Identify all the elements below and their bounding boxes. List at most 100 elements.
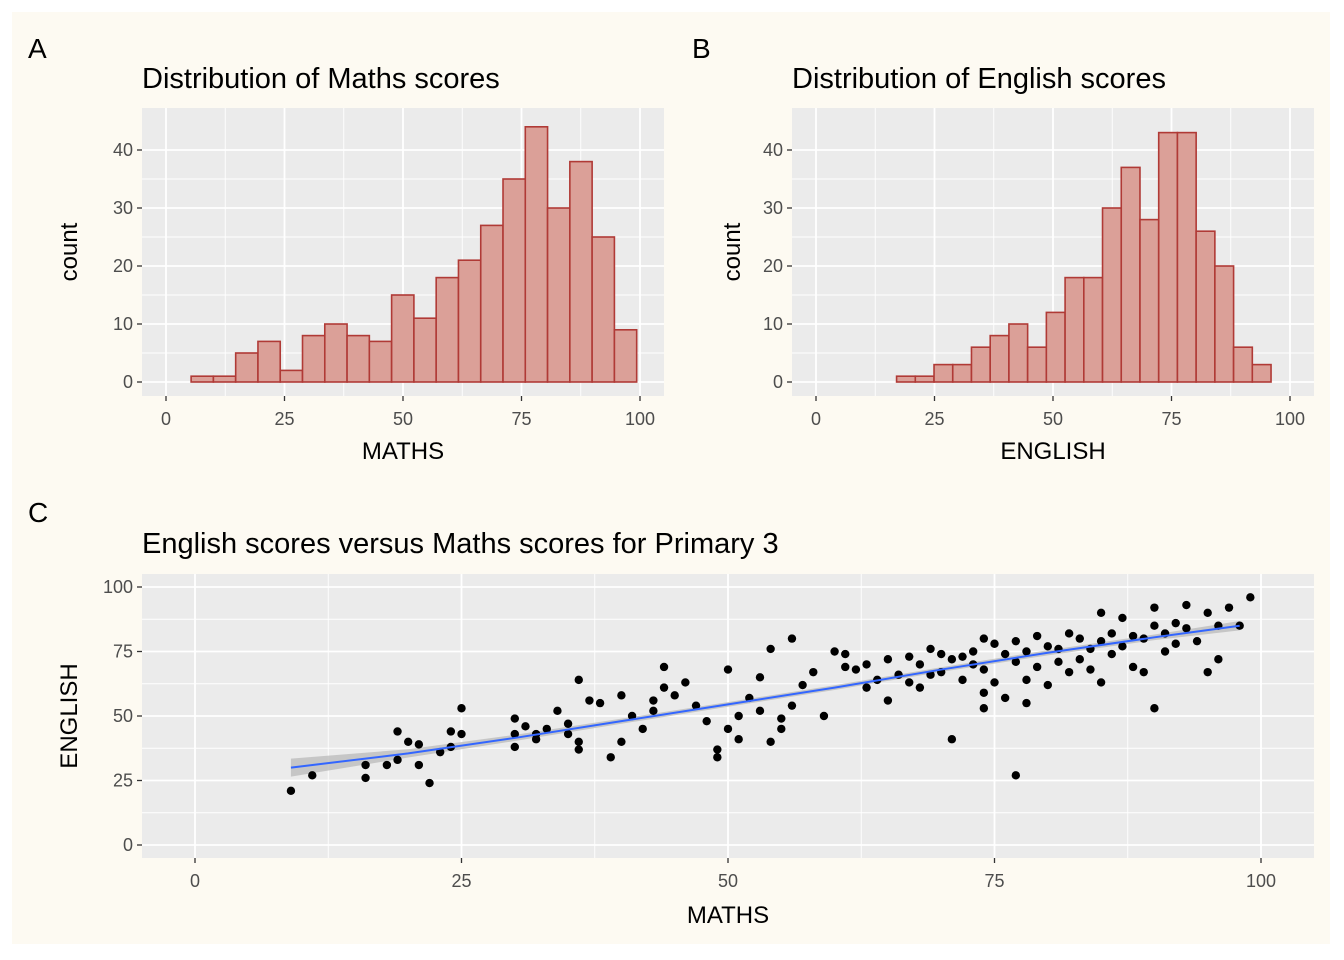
scatter-point xyxy=(809,667,818,677)
panel-c-y-axis-title: ENGLISH xyxy=(56,663,83,768)
scatter-point xyxy=(425,778,434,788)
scatter-point xyxy=(713,745,722,754)
scatter-point xyxy=(1128,631,1138,641)
x-tick-label: 50 xyxy=(718,871,738,891)
scatter-point xyxy=(1086,665,1095,674)
histogram-bar xyxy=(1157,131,1179,383)
scatter-point xyxy=(521,722,530,731)
panel-c-smooth-line xyxy=(290,624,1240,769)
scatter-point xyxy=(1054,657,1063,667)
scatter-point xyxy=(1150,603,1159,612)
scatter-point xyxy=(1075,634,1084,643)
scatter-point xyxy=(1160,647,1170,656)
histogram-bar xyxy=(914,375,935,383)
scatter-point xyxy=(1107,649,1116,659)
histogram-bar xyxy=(895,375,917,383)
scatter-point xyxy=(1032,662,1042,672)
scatter-point xyxy=(915,660,925,669)
scatter-point xyxy=(638,724,647,734)
y-tick-label: 10 xyxy=(763,314,783,334)
scatter-point xyxy=(393,755,402,765)
scatter-point xyxy=(862,683,871,692)
scatter-point xyxy=(286,786,296,796)
panel-c-points xyxy=(286,593,1255,796)
scatter-point xyxy=(1075,655,1084,664)
scatter-point xyxy=(713,753,722,762)
histogram-bar xyxy=(970,346,991,383)
scatter-point xyxy=(777,724,786,734)
histogram-bar xyxy=(569,160,593,383)
panel-a-title: Distribution of Maths scores xyxy=(142,63,500,95)
x-tick-label: 75 xyxy=(984,871,1004,891)
x-tick-label: 25 xyxy=(451,871,471,891)
y-tick-label: 10 xyxy=(113,314,133,334)
scatter-point xyxy=(510,742,519,752)
panel-b-x-ticks: 0 25 50 75 100 xyxy=(811,396,1305,429)
histogram-bar xyxy=(346,334,371,383)
scatter-point xyxy=(308,771,317,780)
scatter-point xyxy=(1107,629,1116,638)
panel-b-english-histogram: B Distribution of English scores 0 25 50 75… xyxy=(692,33,1314,465)
histogram-bar xyxy=(613,328,638,383)
scatter-point xyxy=(446,727,456,736)
panel-a-tag: A xyxy=(28,33,47,64)
scatter-point xyxy=(414,760,424,770)
y-tick-label: 25 xyxy=(113,771,133,791)
scatter-point xyxy=(947,735,957,744)
panel-b-title: Distribution of English scores xyxy=(792,63,1166,95)
histogram-bar xyxy=(257,340,282,383)
x-tick-label: 0 xyxy=(811,409,821,429)
scatter-point xyxy=(617,737,626,746)
histogram-bar xyxy=(951,363,973,383)
scatter-point xyxy=(361,760,370,770)
y-tick-label: 30 xyxy=(113,198,133,218)
scatter-point xyxy=(1022,647,1031,656)
scatter-point xyxy=(457,704,466,713)
y-tick-label: 30 xyxy=(763,198,783,218)
scatter-point xyxy=(990,678,999,687)
scatter-point xyxy=(382,760,392,770)
scatter-point xyxy=(1043,680,1053,690)
histogram-bar xyxy=(479,224,504,383)
scatter-point xyxy=(361,773,370,783)
panel-c-tag: C xyxy=(28,497,48,528)
histogram-bar xyxy=(301,334,326,383)
histogram-bar xyxy=(435,276,460,383)
scatter-point xyxy=(510,729,519,739)
scatter-point xyxy=(1150,621,1159,630)
histogram-bar xyxy=(502,178,527,383)
histogram-bar xyxy=(1101,207,1123,383)
scatter-point xyxy=(1000,649,1010,659)
panel-b-x-axis-title: ENGLISH xyxy=(1000,438,1105,465)
x-tick-label: 25 xyxy=(924,409,944,429)
panel-a-x-ticks: 0 25 50 75 100 xyxy=(161,396,655,429)
panel-c-title: English scores versus Maths scores for P… xyxy=(142,528,779,560)
scatter-point xyxy=(1203,608,1212,617)
histogram-bar xyxy=(1176,131,1197,383)
scatter-point xyxy=(979,665,989,674)
scatter-point xyxy=(841,649,850,659)
scatter-point xyxy=(1064,629,1074,638)
scatter-point xyxy=(766,737,775,746)
scatter-point xyxy=(990,639,999,648)
scatter-point xyxy=(393,727,402,736)
scatter-point xyxy=(1043,642,1053,651)
x-tick-label: 0 xyxy=(190,871,200,891)
scatter-point xyxy=(414,740,424,749)
scatter-point xyxy=(1171,639,1180,648)
panel-b-tag: B xyxy=(692,33,711,64)
scatter-point xyxy=(947,655,957,664)
scatter-point xyxy=(883,655,893,664)
histogram-bar xyxy=(190,375,215,383)
scatter-point xyxy=(1096,608,1106,617)
y-tick-label: 75 xyxy=(113,642,133,662)
scatter-point xyxy=(563,719,573,728)
scatter-point xyxy=(606,753,615,762)
histogram-bar xyxy=(1026,346,1048,383)
scatter-point xyxy=(574,675,583,685)
scatter-point xyxy=(1171,618,1180,628)
scatter-point xyxy=(649,706,658,716)
histogram-bar xyxy=(1251,363,1272,383)
histogram-bar xyxy=(524,126,549,383)
